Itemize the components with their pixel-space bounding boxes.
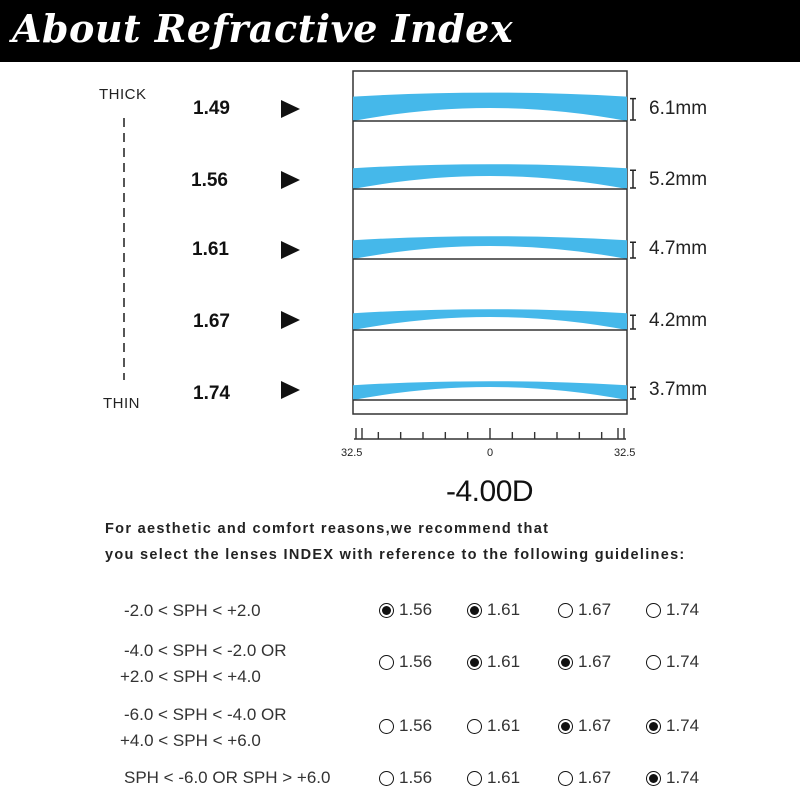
thickness-marker-icon	[630, 97, 636, 121]
arrow-right-icon	[281, 311, 300, 329]
index-option-label: 1.67	[578, 768, 612, 787]
index-option-label: 1.61	[487, 600, 521, 619]
thickness-marker-icon	[630, 169, 636, 189]
index-option-label: 1.61	[487, 716, 521, 735]
guideline-condition: -2.0 < SPH < +2.0	[124, 601, 261, 620]
guideline-condition: SPH < -6.0 OR SPH > +6.0	[124, 768, 331, 787]
radio-empty-icon[interactable]	[467, 718, 482, 734]
index-option-label: 1.61	[487, 652, 521, 671]
index-option[interactable]: 1.56	[379, 652, 432, 672]
index-option[interactable]: 1.74	[646, 600, 699, 620]
radio-empty-icon[interactable]	[379, 770, 394, 786]
radio-empty-icon[interactable]	[558, 602, 573, 618]
index-option-label: 1.74	[666, 716, 700, 735]
thickness-label: 4.7mm	[649, 238, 708, 259]
index-option-label: 1.56	[399, 600, 433, 619]
radio-selected-icon[interactable]	[558, 718, 573, 734]
index-option[interactable]: 1.74	[646, 652, 699, 672]
recommendation-line-2: you select the lenses INDEX with referen…	[105, 547, 686, 563]
radio-selected-icon[interactable]	[379, 602, 394, 618]
index-option-label: 1.74	[666, 768, 700, 787]
index-option-label: 1.61	[487, 768, 521, 787]
page-title: About Refractive Index	[12, 6, 513, 51]
index-option-label: 1.67	[578, 600, 612, 619]
thickness-label: 3.7mm	[649, 379, 708, 400]
index-option-label: 1.56	[399, 652, 433, 671]
guideline-condition: -4.0 < SPH < -2.0 OR +2.0 < SPH < +4.0	[120, 641, 287, 686]
index-label: 1.67	[193, 311, 230, 332]
ruler-label-right: 32.5	[614, 447, 636, 459]
index-label: 1.49	[193, 98, 230, 119]
guideline-condition: -6.0 < SPH < -4.0 OR +4.0 < SPH < +6.0	[120, 705, 287, 750]
thickness-label: 4.2mm	[649, 310, 708, 331]
radio-empty-icon[interactable]	[646, 602, 661, 618]
index-option[interactable]: 1.67	[558, 652, 611, 672]
index-label: 1.61	[192, 239, 229, 260]
thickness-marker-icon	[630, 241, 636, 259]
radio-empty-icon[interactable]	[379, 718, 394, 734]
radio-selected-icon[interactable]	[558, 654, 573, 670]
ruler-label-left: 32.5	[341, 447, 363, 459]
thickness-marker-icon	[630, 386, 636, 400]
title-bar: About Refractive Index	[0, 0, 800, 62]
index-option[interactable]: 1.74	[646, 716, 699, 736]
index-option[interactable]: 1.67	[558, 600, 611, 620]
ruler-label-center: 0	[487, 447, 494, 459]
radio-empty-icon[interactable]	[467, 770, 482, 786]
thin-label: THIN	[103, 395, 140, 412]
index-option-label: 1.74	[666, 652, 700, 671]
thick-label: THICK	[99, 86, 147, 103]
index-label: 1.56	[191, 170, 228, 191]
arrow-right-icon	[281, 171, 300, 189]
radio-empty-icon[interactable]	[379, 654, 394, 670]
radio-selected-icon[interactable]	[467, 654, 482, 670]
lens-cross-section	[353, 92, 627, 121]
lens-cross-section	[353, 381, 627, 400]
lens-cross-section	[353, 236, 627, 259]
lens-power: -4.00D	[446, 475, 534, 508]
index-option[interactable]: 1.56	[379, 600, 432, 620]
index-option[interactable]: 1.67	[558, 716, 611, 736]
index-option-label: 1.56	[399, 716, 433, 735]
radio-selected-icon[interactable]	[646, 718, 661, 734]
thickness-marker-icon	[630, 314, 636, 330]
index-option[interactable]: 1.61	[467, 716, 520, 736]
lens-cross-section	[353, 309, 627, 330]
radio-empty-icon[interactable]	[558, 770, 573, 786]
index-option-label: 1.67	[578, 652, 612, 671]
thickness-label: 6.1mm	[649, 98, 708, 119]
lens-cross-section	[353, 164, 627, 189]
index-option[interactable]: 1.56	[379, 768, 432, 788]
index-option-label: 1.74	[666, 600, 700, 619]
index-option[interactable]: 1.56	[379, 716, 432, 736]
radio-selected-icon[interactable]	[467, 602, 482, 618]
index-option[interactable]: 1.61	[467, 652, 520, 672]
index-option[interactable]: 1.61	[467, 600, 520, 620]
recommendation-line-1: For aesthetic and comfort reasons,we rec…	[105, 521, 550, 537]
arrow-right-icon	[281, 100, 300, 118]
index-option[interactable]: 1.74	[646, 768, 699, 788]
index-option-label: 1.67	[578, 716, 612, 735]
index-option[interactable]: 1.61	[467, 768, 520, 788]
arrow-right-icon	[281, 381, 300, 399]
index-label: 1.74	[193, 383, 230, 404]
index-option[interactable]: 1.67	[558, 768, 611, 788]
index-option-label: 1.56	[399, 768, 433, 787]
ruler	[354, 428, 626, 440]
arrow-right-icon	[281, 241, 300, 259]
thickness-label: 5.2mm	[649, 169, 708, 190]
radio-empty-icon[interactable]	[646, 654, 661, 670]
radio-selected-icon[interactable]	[646, 770, 661, 786]
